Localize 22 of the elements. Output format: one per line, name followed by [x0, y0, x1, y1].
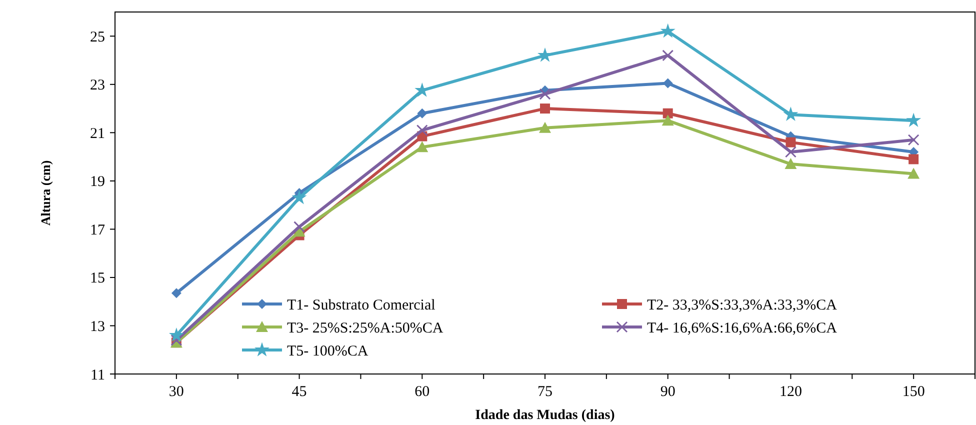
y-tick-label: 15: [90, 270, 105, 287]
legend-label: T3- 25%S:25%A:50%CA: [287, 320, 444, 336]
legend-label: T5- 100%CA: [287, 343, 368, 360]
y-tick-label: 23: [90, 78, 105, 94]
y-tick-label: 13: [90, 318, 105, 335]
x-tick-label: 60: [414, 384, 430, 400]
x-tick-label: 120: [779, 384, 802, 400]
x-tick-label: 30: [168, 384, 184, 400]
y-tick-label: 21: [90, 126, 105, 142]
x-tick-label: 90: [660, 384, 676, 400]
y-tick-label: 11: [90, 367, 105, 384]
legend-label: T4- 16,6%S:16,6%A:66,6%CA: [647, 320, 838, 336]
legend-label: T2- 33,3%S:33,3%A:33,3%CA: [647, 297, 838, 314]
x-tick-label: 150: [902, 384, 925, 400]
y-tick-label: 17: [90, 222, 106, 238]
y-tick-label: 25: [90, 29, 105, 46]
y-axis-title: Altura (cm): [38, 160, 53, 226]
y-tick-label: 19: [90, 174, 105, 190]
x-axis-title: Idade das Mudas (dias): [475, 408, 616, 423]
x-tick-label: 45: [292, 384, 307, 400]
legend-label: T1- Substrato Comercial: [287, 297, 436, 314]
x-tick-label: 75: [538, 384, 552, 400]
